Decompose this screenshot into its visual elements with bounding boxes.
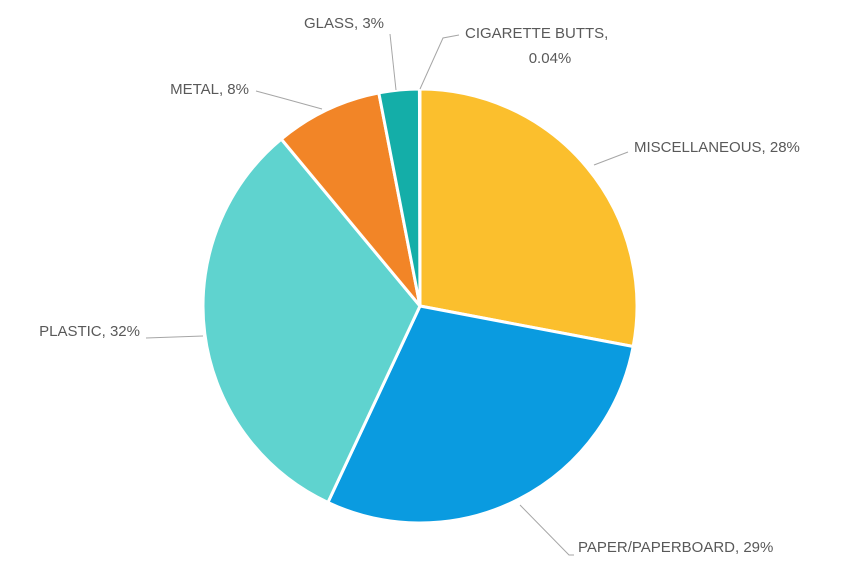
pie-slice-miscellaneous — [418, 87, 639, 349]
data-labels-layer: MISCELLANEOUS, 28% PAPER/PAPERBOARD, 29% P… — [39, 15, 800, 556]
slices-layer — [201, 87, 639, 525]
leader-line-plastic — [145, 335, 204, 339]
pie-slice-paper-paperboard — [326, 304, 635, 525]
data-label-glass: GLASS, 3% — [304, 15, 384, 32]
data-label-cigarette-butts-line-1: CIGARETTE BUTTS, — [465, 25, 608, 42]
pie-slice-metal — [279, 91, 422, 308]
data-label-paper-paperboard: PAPER/PAPERBOARD, 29% — [578, 539, 773, 556]
leader-line-cigarette-butts — [419, 34, 460, 90]
data-label-cigarette-butts: CIGARETTE BUTTS, 0.04% — [465, 25, 608, 67]
pie-slice-cigarette-butts — [417, 87, 422, 308]
data-label-metal: METAL, 8% — [170, 81, 249, 98]
data-label-cigarette-butts-line-2: 0.04% — [529, 50, 572, 67]
leader-line-miscellaneous — [593, 151, 629, 166]
data-label-miscellaneous: MISCELLANEOUS, 28% — [634, 139, 800, 156]
pie-slice-plastic — [201, 137, 422, 504]
data-label-plastic: PLASTIC, 32% — [39, 323, 140, 340]
leader-line-paper-paperboard — [519, 504, 574, 556]
leader-lines-layer — [145, 33, 629, 556]
leader-line-metal — [255, 90, 323, 110]
leader-line-glass — [389, 33, 397, 91]
